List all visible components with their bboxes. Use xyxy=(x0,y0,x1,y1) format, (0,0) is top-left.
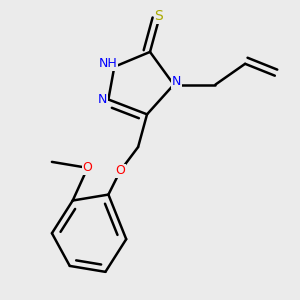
Text: O: O xyxy=(82,161,92,174)
Text: S: S xyxy=(154,9,163,23)
Text: N: N xyxy=(172,75,182,88)
Text: NH: NH xyxy=(99,57,118,70)
Text: N: N xyxy=(98,93,107,106)
Text: O: O xyxy=(115,164,125,177)
